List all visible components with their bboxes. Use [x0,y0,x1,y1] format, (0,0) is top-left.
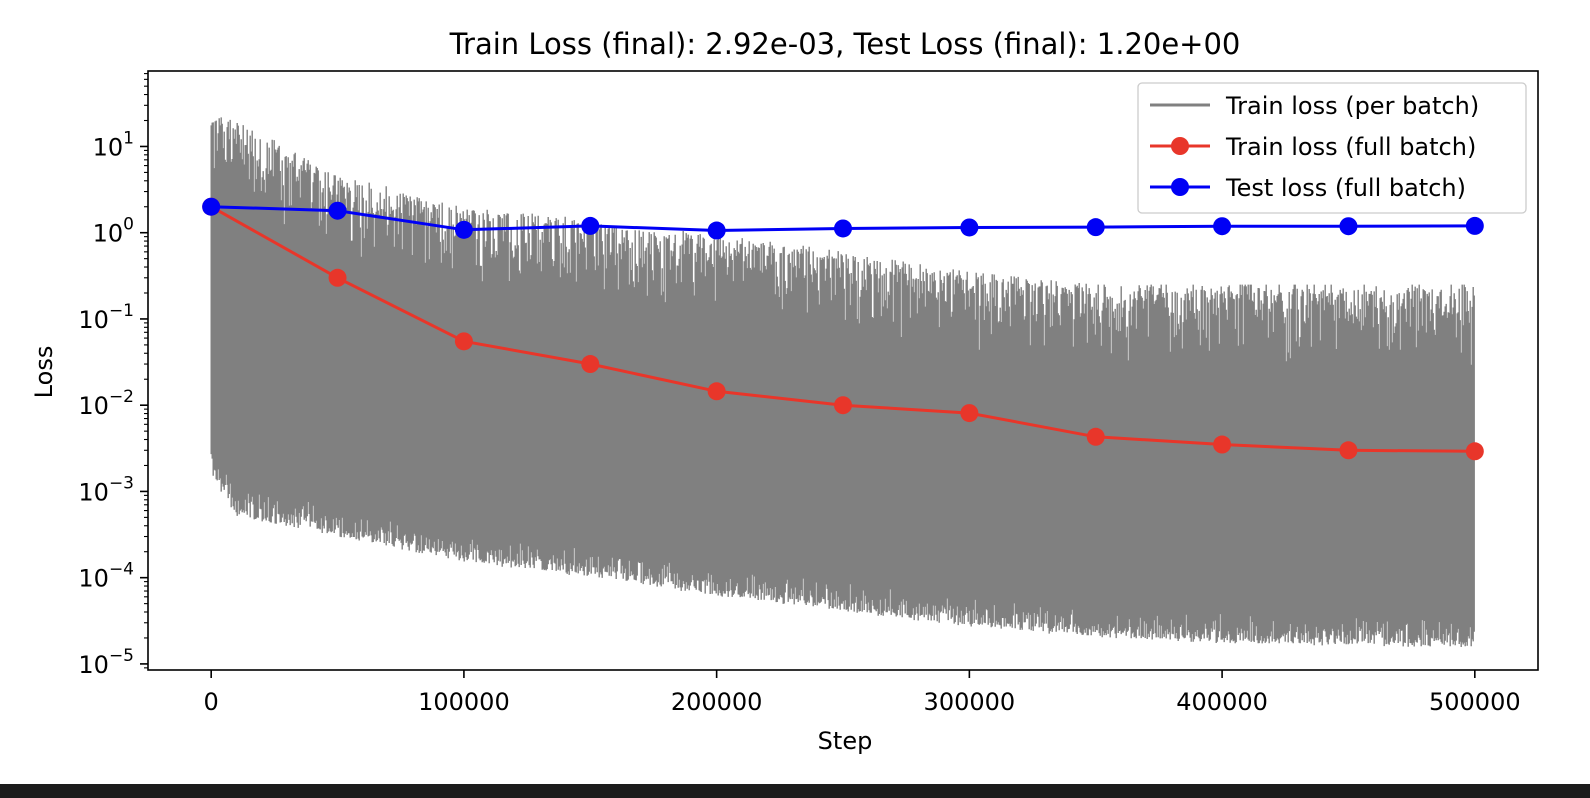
legend: Train loss (per batch) Train loss (full … [1137,82,1527,214]
legend-label-test-full-batch: Test loss (full batch) [1225,174,1466,202]
y-tick-label: 100 [93,215,134,248]
y-tick-label: 10−5 [78,646,134,679]
data-point-train-full-batch [1213,435,1232,454]
chart-title: Train Loss (final): 2.92e-03, Test Loss … [449,27,1241,61]
y-axis: 101 100 10−1 10−2 10−3 10−4 10−5 [78,73,148,679]
x-tick-label: 500000 [1429,688,1521,716]
series-train-per-batch [210,117,1475,647]
data-point-train-full-batch [328,268,347,287]
x-axis-label: Step [818,727,873,755]
plot-area [147,70,1539,671]
data-point-test-full-batch [1339,217,1358,236]
x-tick-label: 300000 [924,688,1016,716]
data-point-train-full-batch [834,396,852,415]
legend-marker-test-full-batch [1171,178,1189,196]
x-tick-label: 100000 [418,688,510,716]
legend-marker-train-full-batch [1171,137,1189,155]
y-axis-label: Loss [30,346,58,399]
data-point-test-full-batch [328,201,347,220]
legend-entry-train-per-batch: Train loss (per batch) [1150,92,1479,120]
y-tick-label: 10−3 [78,473,134,506]
x-tick-label: 0 [204,688,219,716]
legend-frame [1137,82,1527,214]
data-point-train-full-batch [1465,442,1484,461]
data-point-test-full-batch [707,221,726,240]
data-point-test-full-batch [1086,218,1105,237]
data-point-train-full-batch [1086,427,1105,446]
y-tick-label: 101 [93,128,134,161]
data-point-test-full-batch [202,197,221,216]
x-axis: 0 100000 200000 300000 400000 500000 [204,670,1521,716]
x-tick-label: 400000 [1176,688,1268,716]
y-tick-label: 10−4 [78,560,134,593]
bottom-edge-bar [0,784,1590,798]
data-point-train-full-batch [1339,441,1358,460]
data-point-train-full-batch [454,332,473,351]
y-tick-label: 10−2 [78,387,134,420]
data-point-test-full-batch [1213,217,1232,236]
x-tick-label: 200000 [671,688,763,716]
y-tick-label: 10−1 [78,301,134,334]
data-point-test-full-batch [834,219,852,238]
series-layer [202,117,1484,647]
data-point-test-full-batch [454,220,473,239]
data-point-test-full-batch [1465,216,1484,235]
data-point-train-full-batch [707,382,726,401]
data-point-test-full-batch [960,218,979,237]
legend-entry-train-full-batch: Train loss (full batch) [1150,133,1476,161]
data-point-test-full-batch [581,216,600,235]
data-point-train-full-batch [960,404,979,423]
plot-frame [147,70,1539,671]
data-point-train-full-batch [581,355,600,374]
legend-label-train-per-batch: Train loss (per batch) [1225,92,1479,120]
legend-label-train-full-batch: Train loss (full batch) [1225,133,1476,161]
legend-entry-test-full-batch: Test loss (full batch) [1150,174,1466,202]
